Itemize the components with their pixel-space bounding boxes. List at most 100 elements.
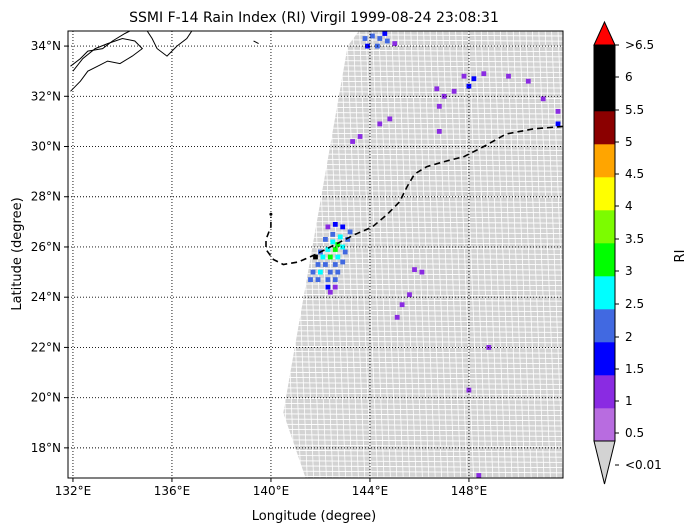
- swath-gap-line: [423, 31, 442, 478]
- colorbar-tick-label: <0.01: [625, 458, 662, 472]
- y-tick-label: 22°N: [31, 340, 61, 354]
- colorbar-segment: [594, 276, 615, 310]
- rain-pixel: [384, 38, 390, 44]
- swath-gap-line: [68, 344, 563, 349]
- swath-gap-line: [68, 230, 563, 235]
- rain-pixel: [332, 284, 338, 290]
- swath-gap-line: [480, 31, 500, 478]
- swath-gap-line: [68, 110, 563, 115]
- swath-gap-line: [68, 302, 563, 307]
- rain-pixel: [330, 232, 336, 237]
- rain-pixel: [337, 234, 343, 240]
- rain-pixel: [327, 289, 333, 295]
- swath-gap-line: [487, 31, 506, 478]
- swath-gap-line: [68, 32, 563, 37]
- colorbar-segment: [594, 210, 615, 244]
- swath-gap-line: [359, 31, 378, 478]
- swath-gap-line: [68, 380, 563, 385]
- swath-gap-line: [455, 31, 474, 478]
- swath-gap-line: [68, 120, 563, 125]
- swath-gap-line: [68, 276, 563, 281]
- typhoon-track: [265, 125, 563, 266]
- swath-gap-line: [68, 443, 563, 448]
- rain-pixel: [461, 73, 467, 79]
- rain-pixel: [434, 86, 440, 92]
- swath-gap-line: [538, 31, 558, 478]
- map-frame: [67, 30, 564, 479]
- swath-gap-line: [410, 31, 430, 478]
- swath-gap-line: [622, 31, 640, 478]
- coastline: [146, 31, 193, 57]
- colorbar-label: RI: [673, 250, 688, 263]
- swath-gap-line: [68, 235, 563, 240]
- colorbar-tick-label: 6: [625, 70, 633, 84]
- swath-gap-line: [288, 31, 308, 478]
- swath-gap-line: [295, 31, 314, 478]
- rain-pixel: [308, 277, 313, 282]
- rain-pixel: [325, 224, 331, 230]
- rain-pixel: [342, 249, 348, 255]
- x-tick-label: 136°E: [154, 484, 191, 498]
- y-tick-label: 34°N: [31, 39, 61, 53]
- colorbar-tick-label: >6.5: [625, 38, 654, 52]
- rain-pixel: [370, 33, 375, 39]
- rain-pixel: [451, 88, 457, 94]
- y-tick-label: 20°N: [31, 391, 61, 405]
- swath-gap-line: [468, 31, 487, 478]
- colorbar-segment: [594, 375, 615, 409]
- swath-gap-line: [429, 31, 449, 478]
- rain-pixel: [345, 237, 351, 242]
- colorbar-tick-label: 1.5: [625, 362, 644, 376]
- rain-pixel: [335, 242, 341, 247]
- swath-gap-line: [68, 250, 563, 255]
- swath-gap-line: [352, 31, 372, 478]
- swath-gap-line: [68, 287, 563, 292]
- colorbar-segment: [594, 408, 615, 442]
- swath-gap-line: [461, 31, 481, 478]
- swath-gap-line: [340, 31, 359, 478]
- swath-gap-line: [397, 31, 417, 478]
- rain-pixel: [350, 139, 355, 144]
- swath-gap-line: [68, 432, 563, 437]
- rain-pixel: [340, 224, 346, 230]
- swath-gap-line: [68, 339, 563, 344]
- rain-pixel: [399, 302, 405, 308]
- rain-pixel: [466, 83, 472, 89]
- rain-pixel: [347, 229, 353, 235]
- swath-gap-line: [68, 297, 563, 302]
- swath-gap-line: [68, 396, 563, 401]
- colorbar-tick-label: 5: [625, 135, 633, 149]
- swath-gap-line: [544, 31, 563, 478]
- swath-gap-line: [68, 68, 563, 73]
- swath-gap-line: [68, 115, 563, 120]
- swath-gap-line: [68, 282, 563, 287]
- rain-pixel: [327, 269, 333, 275]
- swath-gap-line: [442, 31, 462, 478]
- rain-pixel: [332, 247, 338, 252]
- rain-pixels-layer: [308, 31, 561, 478]
- rain-pixel: [327, 254, 333, 260]
- colorbar-segment: [594, 45, 615, 79]
- rain-pixel: [332, 277, 338, 282]
- swath-gap-line: [571, 31, 589, 478]
- rain-pixel: [540, 96, 546, 102]
- swath-gap-line: [68, 188, 563, 193]
- swath-gap-line: [68, 313, 563, 318]
- swath-gap-line: [68, 386, 563, 391]
- coastline: [70, 31, 131, 67]
- swath-gap-line: [68, 141, 563, 146]
- swath-gap-line: [404, 31, 423, 478]
- swath-gap-line: [68, 427, 563, 432]
- swath-gap-line: [68, 464, 563, 469]
- colorbar-segment: [594, 342, 615, 376]
- colorbar-segment: [594, 309, 615, 343]
- rain-pixel: [471, 76, 477, 82]
- swath-gap-line: [68, 318, 563, 323]
- swath-gap-line: [68, 84, 563, 89]
- swath-gap-line: [68, 422, 563, 427]
- colorbar-frame: [593, 44, 616, 442]
- swath-gap-line: [68, 63, 563, 68]
- figure-title: SSMI F-14 Rain Index (RI) Virgil 1999-08…: [129, 10, 499, 26]
- swath-gap-line: [68, 245, 563, 250]
- swath-gap-line: [68, 308, 563, 313]
